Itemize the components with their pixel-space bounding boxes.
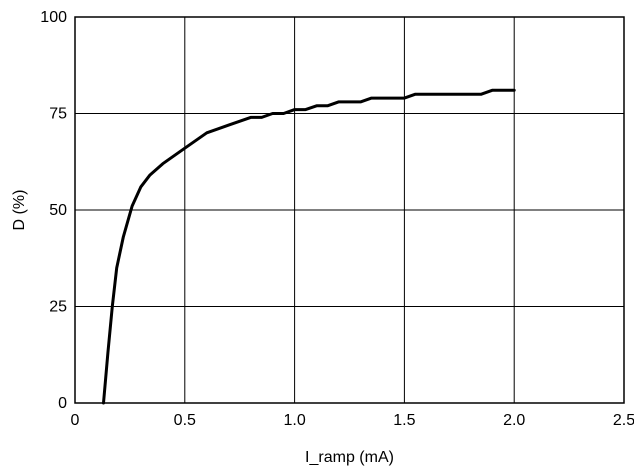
series-line-0 (102, 88, 516, 405)
y-tick-label: 50 (49, 202, 67, 219)
grid (74, 16, 625, 404)
y-tick-label: 75 (49, 106, 67, 123)
x-tick-label: 2.5 (613, 412, 634, 429)
x-tick-label: 0.5 (174, 412, 196, 429)
series-layer (102, 88, 516, 405)
plot-area (74, 16, 625, 404)
y-axis-label: D (%) (11, 190, 28, 231)
x-axis-label: I_ramp (mA) (305, 449, 394, 466)
x-tick-label: 0 (71, 412, 80, 429)
x-tick-label: 1.0 (283, 412, 305, 429)
y-tick-label: 25 (49, 299, 67, 316)
y-tick-labels: 0 25 50 75 100 (40, 9, 67, 412)
y-tick-label: 0 (58, 395, 67, 412)
x-tick-label: 1.5 (393, 412, 415, 429)
y-tick-label: 100 (40, 9, 67, 26)
x-tick-labels: 0 0.5 1.0 1.5 2.0 2.5 (71, 412, 634, 429)
x-tick-label: 2.0 (503, 412, 525, 429)
